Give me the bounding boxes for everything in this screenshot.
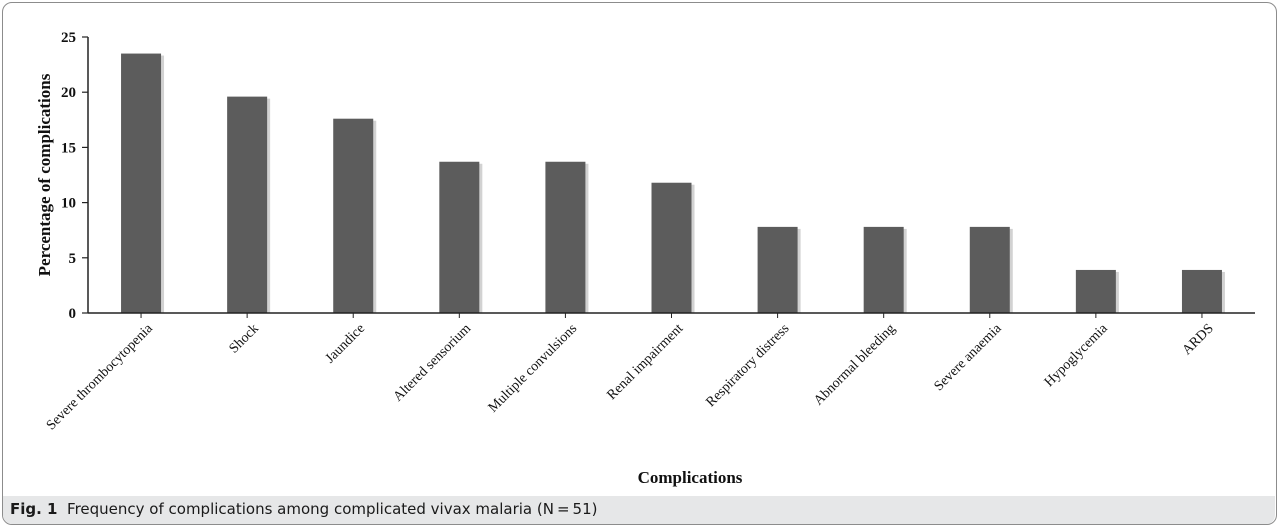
bar-chart: 0 5 10 15 20 25 Severe thrombocytopenia Shock J… [35, 30, 1255, 487]
y-tick-label: 10 [61, 196, 76, 212]
x-axis-title: Complications [638, 468, 743, 487]
x-tick-label: Multiple convulsions [486, 321, 580, 415]
y-axis-title: Percentage of complications [35, 73, 54, 276]
x-tick-label: Severe thrombocytopenia [44, 321, 157, 434]
y-tick-label: 20 [61, 85, 76, 101]
x-tick-label: Severe anaemia [932, 321, 1006, 395]
category-labels: Severe thrombocytopenia Shock Jaundice Alte… [44, 313, 1217, 433]
figure-caption: Fig. 1 Frequency of complications among … [10, 500, 597, 518]
y-tick-label: 0 [69, 306, 77, 322]
bar [969, 226, 1010, 313]
x-tick-label: Renal impairment [605, 321, 687, 403]
bar [863, 226, 904, 313]
y-ticks: 0 5 10 15 20 25 [61, 30, 88, 322]
bar [545, 161, 586, 313]
bar [333, 118, 374, 313]
bar [1181, 269, 1222, 313]
caption-text: Frequency of complications among complic… [67, 500, 598, 518]
caption-band [3, 496, 1275, 524]
x-tick-label: Altered sensorium [391, 321, 475, 405]
bar [439, 161, 480, 313]
bars-layer [121, 53, 1225, 314]
x-tick-label: Jaundice [323, 321, 368, 366]
bar [1075, 269, 1116, 313]
x-tick-label: ARDS [1180, 321, 1217, 358]
bar [757, 226, 798, 313]
x-tick-label: Abnormal bleeding [811, 321, 898, 408]
x-tick-label: Respiratory distress [703, 321, 792, 410]
bar [651, 182, 692, 313]
bar [121, 53, 162, 314]
x-tick-label: Hypoglycemia [1042, 321, 1111, 390]
caption-label: Fig. 1 [10, 500, 58, 518]
y-tick-label: 5 [69, 251, 77, 267]
y-tick-label: 15 [61, 140, 76, 156]
bar [227, 96, 268, 313]
x-tick-label: Shock [227, 321, 262, 356]
y-tick-label: 25 [61, 30, 76, 46]
